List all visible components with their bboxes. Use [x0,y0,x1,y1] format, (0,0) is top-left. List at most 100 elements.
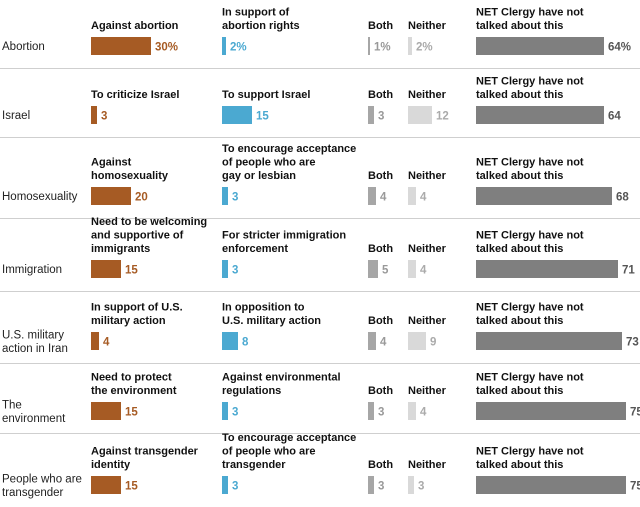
topic-label: Immigration [2,264,62,276]
first-header: In support of U.S. [91,302,183,314]
topic-label: action in Iran [2,343,68,355]
net-value-label: 64% [608,42,631,54]
topic-label: transgender [2,487,64,499]
second-value-label: 3 [232,265,238,277]
second-header: Against environmental [222,372,341,384]
first-header: and supportive of [91,230,184,242]
net-header: NET Clergy have not [476,76,584,88]
second-header: U.S. military action [222,315,321,327]
first-header: immigrants [91,243,150,255]
first-bar [91,106,97,124]
first-bar [91,402,121,420]
second-header: regulations [222,385,281,397]
net-bar [476,402,626,420]
both-bar [368,187,376,205]
second-header: of people who are [222,157,316,169]
net-bar [476,37,604,55]
second-value-label: 3 [232,407,238,419]
first-bar [91,187,131,205]
second-header: For stricter immigration [222,230,346,242]
first-value-label: 20 [135,192,148,204]
first-value-label: 3 [101,111,107,123]
neither-bar [408,187,416,205]
neither-value-label: 9 [430,337,436,349]
second-bar [222,187,228,205]
first-header: Need to be welcoming [91,216,207,228]
both-bar [368,476,374,494]
net-header: talked about this [476,315,563,327]
first-bar [91,37,151,55]
neither-value-label: 4 [420,407,427,419]
net-bar [476,332,622,350]
both-value-label: 4 [380,192,387,204]
second-header: transgender [222,459,286,471]
first-header: To criticize Israel [91,89,179,101]
row-4: Immigration Need to be welcoming and suppo… [0,216,640,292]
second-bar [222,37,226,55]
first-header: identity [91,459,131,471]
net-header: talked about this [476,243,563,255]
first-header: Against abortion [91,20,179,32]
net-bar [476,187,612,205]
net-bar [476,260,618,278]
first-header: homosexuality [91,170,169,182]
second-header: abortion rights [222,20,300,32]
neither-value-label: 12 [436,111,449,123]
net-header: NET Clergy have not [476,157,584,169]
both-value-label: 3 [378,111,384,123]
first-bar [91,332,99,350]
second-value-label: 2% [230,42,247,54]
net-header: talked about this [476,20,563,32]
topic-label: Israel [2,110,30,122]
topic-label: The [2,399,22,411]
both-bar [368,37,370,55]
net-bar [476,476,626,494]
topic-label: People who are [2,473,82,485]
second-value-label: 8 [242,337,249,349]
first-header: military action [91,315,166,327]
second-header: To encourage acceptance [222,143,356,155]
first-value-label: 4 [103,337,110,349]
second-header: enforcement [222,243,288,255]
net-value-label: 73 [626,337,639,349]
both-value-label: 3 [378,407,384,419]
neither-value-label: 2% [416,42,433,54]
second-header: gay or lesbian [222,170,296,182]
both-value-label: 5 [382,265,389,277]
net-header: NET Clergy have not [476,230,584,242]
row-7: People who are transgender Against transge… [2,432,640,499]
first-header: Against [91,157,132,169]
topic-label: Abortion [2,41,45,53]
neither-header: Neither [408,315,447,327]
net-header: NET Clergy have not [476,372,584,384]
neither-header: Neither [408,89,447,101]
neither-header: Neither [408,170,447,182]
net-value-label: 68 [616,192,629,204]
both-bar [368,260,378,278]
both-value-label: 3 [378,481,384,493]
both-header: Both [368,385,393,397]
neither-value-label: 3 [418,481,424,493]
net-header: talked about this [476,89,563,101]
net-value-label: 64 [608,111,621,123]
second-header: In opposition to [222,302,305,314]
neither-header: Neither [408,20,447,32]
net-value-label: 75 [630,407,640,419]
neither-bar [408,260,416,278]
second-header: To support Israel [222,89,310,101]
second-value-label: 15 [256,111,269,123]
net-value-label: 75 [630,481,640,493]
second-bar [222,332,238,350]
neither-bar [408,332,426,350]
net-header: talked about this [476,385,563,397]
first-value-label: 15 [125,265,138,277]
both-bar [368,106,374,124]
first-header: the environment [91,385,177,397]
topic-label: Homosexuality [2,191,78,203]
first-header: Need to protect [91,372,172,384]
first-bar [91,260,121,278]
topic-label: environment [2,413,66,425]
second-bar [222,106,252,124]
both-header: Both [368,89,393,101]
